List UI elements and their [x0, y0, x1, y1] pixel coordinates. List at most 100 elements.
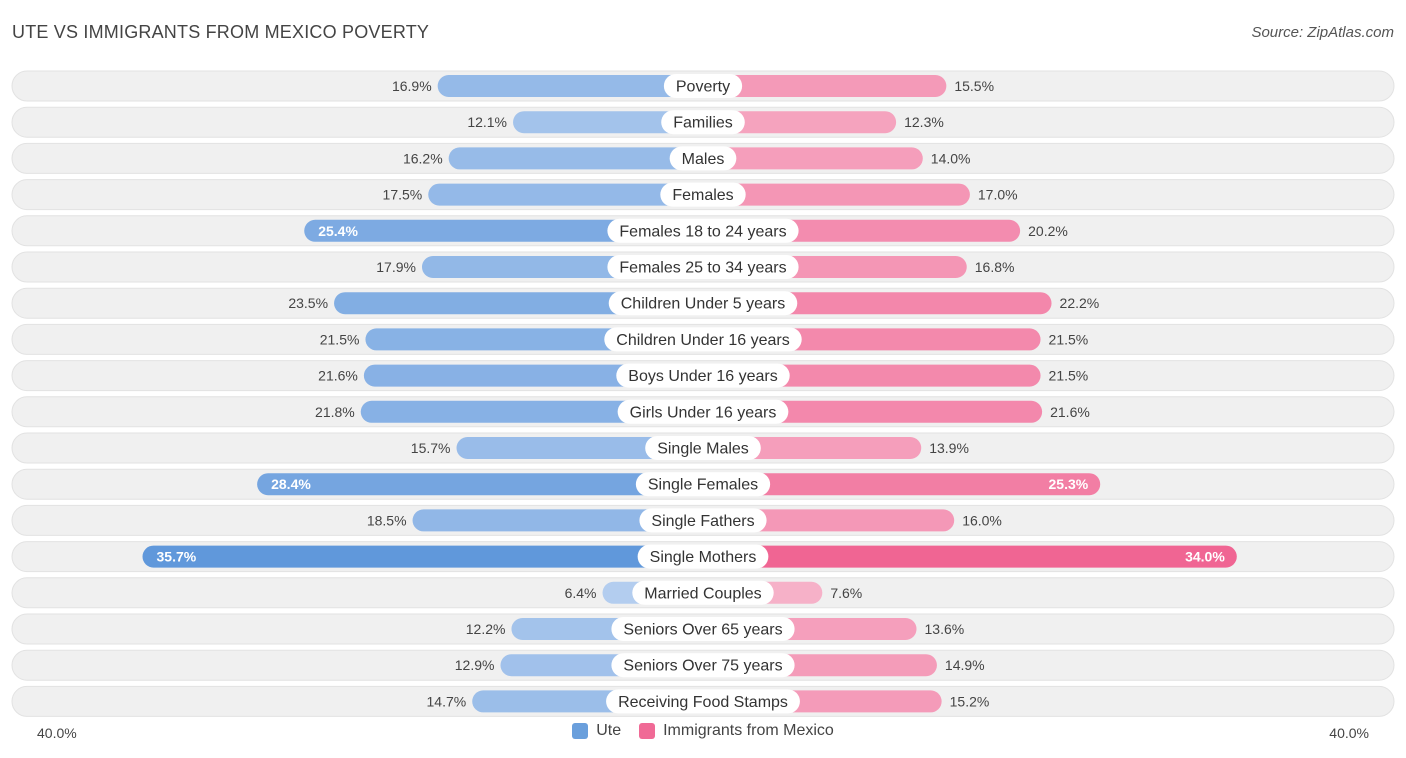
axis-left-label: 40.0% [37, 725, 77, 741]
legend: Ute Immigrants from Mexico [0, 722, 1406, 740]
value-label-mexico: 21.6% [1050, 404, 1090, 420]
value-label-mexico: 14.0% [931, 150, 971, 166]
value-label-mexico: 13.9% [929, 440, 969, 456]
row-13: 35.7% 34.0% Single Mothers [11, 541, 1395, 573]
bar-ute[interactable] [257, 473, 703, 496]
category-label: Single Fathers [651, 513, 754, 530]
bar-ute[interactable] [448, 147, 703, 170]
bar-mexico[interactable] [703, 75, 947, 97]
category-label: Children Under 5 years [621, 296, 786, 313]
value-label-mexico: 15.2% [950, 693, 990, 709]
bar-ute[interactable] [428, 183, 703, 206]
category-label: Females [672, 187, 733, 204]
category-pill [611, 617, 795, 641]
category-pill [661, 110, 745, 135]
bar-mexico[interactable] [703, 111, 897, 134]
value-label-mexico: 21.5% [1049, 368, 1089, 384]
category-label: Single Males [657, 441, 749, 458]
value-label-ute: 12.2% [466, 621, 506, 637]
row-0: 16.9% 15.5% Poverty [11, 70, 1395, 102]
value-label-ute: 16.2% [403, 150, 443, 166]
category-pill [663, 74, 743, 98]
value-label-ute: 17.5% [383, 187, 423, 203]
row-6: 23.5% 22.2% Children Under 5 years [11, 287, 1395, 319]
category-label: Married Couples [644, 585, 761, 602]
row-11: 28.4% 25.3% Single Females [11, 468, 1395, 500]
category-pill [606, 689, 800, 714]
category-label: Males [682, 151, 725, 168]
value-label-ute: 12.1% [467, 114, 507, 130]
bar-mexico[interactable] [703, 183, 970, 206]
value-label-ute: 12.9% [455, 657, 495, 673]
value-label-mexico: 20.2% [1028, 223, 1068, 239]
row-15: 12.2% 13.6% Seniors Over 65 years [11, 613, 1395, 645]
value-label-ute: 6.4% [565, 585, 597, 601]
bar-ute[interactable] [456, 437, 703, 459]
row-8: 21.6% 21.5% Boys Under 16 years [11, 360, 1395, 392]
value-label-ute: 14.7% [427, 693, 467, 709]
row-10: 15.7% 13.9% Single Males [11, 432, 1395, 464]
category-label: Females 25 to 34 years [619, 260, 786, 277]
bar-ute[interactable] [142, 545, 703, 568]
row-3: 17.5% 17.0% Females [11, 179, 1395, 211]
category-label: Single Mothers [650, 549, 757, 566]
legend-item-ute[interactable]: Ute [572, 722, 621, 740]
value-label-ute: 16.9% [392, 78, 432, 94]
value-label-mexico: 12.3% [904, 114, 944, 130]
category-pill [616, 363, 790, 388]
value-label-ute: 23.5% [288, 295, 328, 311]
category-label: Families [673, 115, 733, 132]
category-pill [635, 472, 771, 497]
value-label-mexico: 7.6% [830, 585, 862, 601]
row-2: 16.2% 14.0% Males [11, 142, 1395, 174]
bar-mexico[interactable] [703, 473, 1101, 496]
value-label-ute: 35.7% [157, 549, 197, 565]
value-label-ute: 21.6% [318, 368, 358, 384]
row-14: 6.4% 7.6% Married Couples [11, 577, 1395, 609]
bar-ute[interactable] [513, 111, 703, 134]
bar-ute[interactable] [412, 509, 703, 532]
value-label-mexico: 21.5% [1049, 331, 1089, 347]
value-label-mexico: 14.9% [945, 657, 985, 673]
row-4: 25.4% 20.2% Females 18 to 24 years [11, 215, 1395, 247]
category-pill [607, 255, 799, 279]
category-label: Children Under 16 years [616, 332, 789, 349]
bar-mexico[interactable] [703, 509, 955, 532]
category-pill [645, 436, 761, 460]
category-pill [632, 580, 774, 605]
legend-swatch-mexico [639, 723, 656, 739]
value-label-ute: 15.7% [411, 440, 451, 456]
value-label-mexico: 16.0% [962, 512, 1002, 528]
category-pill [608, 291, 798, 316]
category-pill [607, 218, 799, 243]
category-label: Females 18 to 24 years [619, 223, 786, 240]
value-label-mexico: 17.0% [978, 187, 1018, 203]
bar-mexico[interactable] [703, 147, 923, 170]
row-17: 14.7% 15.2% Receiving Food Stamps [11, 685, 1395, 717]
category-pill [660, 182, 746, 207]
bar-mexico[interactable] [703, 400, 1043, 423]
category-label: Seniors Over 75 years [623, 658, 782, 675]
row-5: 17.9% 16.8% Females 25 to 34 years [11, 251, 1395, 283]
value-label-mexico: 16.8% [975, 259, 1015, 275]
legend-item-mexico[interactable]: Immigrants from Mexico [639, 722, 834, 740]
category-pill [639, 508, 767, 533]
axis-right-label: 40.0% [1329, 725, 1369, 741]
category-label: Girls Under 16 years [630, 404, 777, 421]
bar-ute[interactable] [304, 219, 703, 242]
bar-mexico[interactable] [703, 545, 1237, 568]
value-label-mexico: 13.6% [925, 621, 965, 637]
category-pill [604, 327, 802, 352]
diverging-bar-chart: 16.9% 15.5% Poverty 12.1% 12.3% Families 16.2%… [11, 70, 1395, 717]
value-label-mexico: 15.5% [954, 78, 994, 94]
category-pill [637, 544, 769, 569]
legend-label-mexico: Immigrants from Mexico [663, 722, 834, 739]
bar-ute[interactable] [360, 400, 703, 423]
value-label-mexico: 25.3% [1049, 476, 1089, 492]
row-1: 12.1% 12.3% Families [11, 106, 1395, 138]
value-label-ute: 28.4% [271, 476, 311, 492]
value-label-ute: 21.8% [315, 404, 355, 420]
category-label: Seniors Over 65 years [623, 622, 782, 639]
bar-ute[interactable] [437, 75, 703, 97]
row-7: 21.5% 21.5% Children Under 16 years [11, 323, 1395, 355]
